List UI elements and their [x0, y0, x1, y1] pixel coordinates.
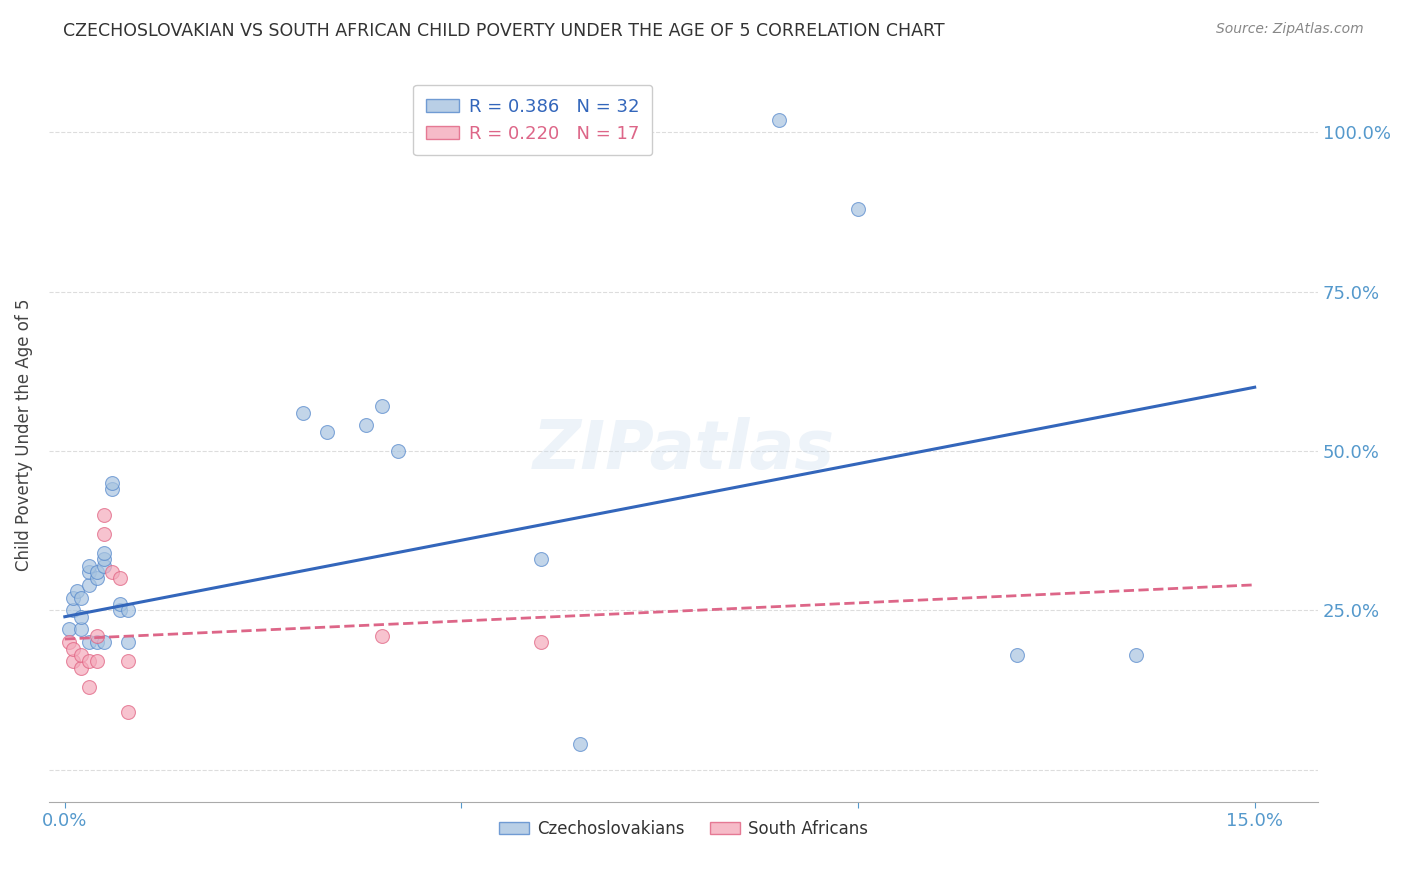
- Point: [77, 578, 100, 592]
- Point: [69, 591, 91, 605]
- Text: ZIPatlas: ZIPatlas: [533, 417, 835, 483]
- Point: [62, 641, 84, 656]
- Point: [371, 400, 394, 414]
- Point: [86, 629, 108, 643]
- Point: [77, 635, 100, 649]
- Point: [93, 552, 115, 566]
- Point: [58, 623, 80, 637]
- Point: [846, 202, 869, 216]
- Point: [117, 635, 139, 649]
- Point: [569, 737, 592, 751]
- Point: [77, 680, 100, 694]
- Point: [101, 482, 124, 496]
- Point: [101, 565, 124, 579]
- Point: [77, 565, 100, 579]
- Point: [1125, 648, 1147, 662]
- Point: [1005, 648, 1028, 662]
- Text: Source: ZipAtlas.com: Source: ZipAtlas.com: [1216, 22, 1364, 37]
- Point: [86, 654, 108, 668]
- Point: [387, 444, 409, 458]
- Point: [93, 508, 115, 522]
- Point: [110, 603, 132, 617]
- Point: [530, 552, 553, 566]
- Point: [117, 706, 139, 720]
- Point: [315, 425, 337, 439]
- Point: [77, 558, 100, 573]
- Point: [93, 635, 115, 649]
- Point: [291, 406, 314, 420]
- Point: [66, 584, 89, 599]
- Point: [93, 546, 115, 560]
- Point: [117, 654, 139, 668]
- Point: [69, 609, 91, 624]
- Point: [69, 661, 91, 675]
- Point: [356, 418, 378, 433]
- Legend: Czechoslovakians, South Africans: Czechoslovakians, South Africans: [492, 814, 875, 845]
- Point: [530, 635, 553, 649]
- Point: [110, 572, 132, 586]
- Point: [58, 635, 80, 649]
- Y-axis label: Child Poverty Under the Age of 5: Child Poverty Under the Age of 5: [15, 299, 32, 571]
- Point: [101, 475, 124, 490]
- Point: [93, 558, 115, 573]
- Point: [117, 603, 139, 617]
- Point: [62, 654, 84, 668]
- Point: [93, 526, 115, 541]
- Point: [62, 591, 84, 605]
- Text: CZECHOSLOVAKIAN VS SOUTH AFRICAN CHILD POVERTY UNDER THE AGE OF 5 CORRELATION CH: CZECHOSLOVAKIAN VS SOUTH AFRICAN CHILD P…: [63, 22, 945, 40]
- Point: [371, 629, 394, 643]
- Point: [62, 603, 84, 617]
- Point: [86, 572, 108, 586]
- Point: [86, 565, 108, 579]
- Point: [768, 112, 790, 127]
- Point: [69, 623, 91, 637]
- Point: [69, 648, 91, 662]
- Point: [77, 654, 100, 668]
- Point: [110, 597, 132, 611]
- Point: [86, 635, 108, 649]
